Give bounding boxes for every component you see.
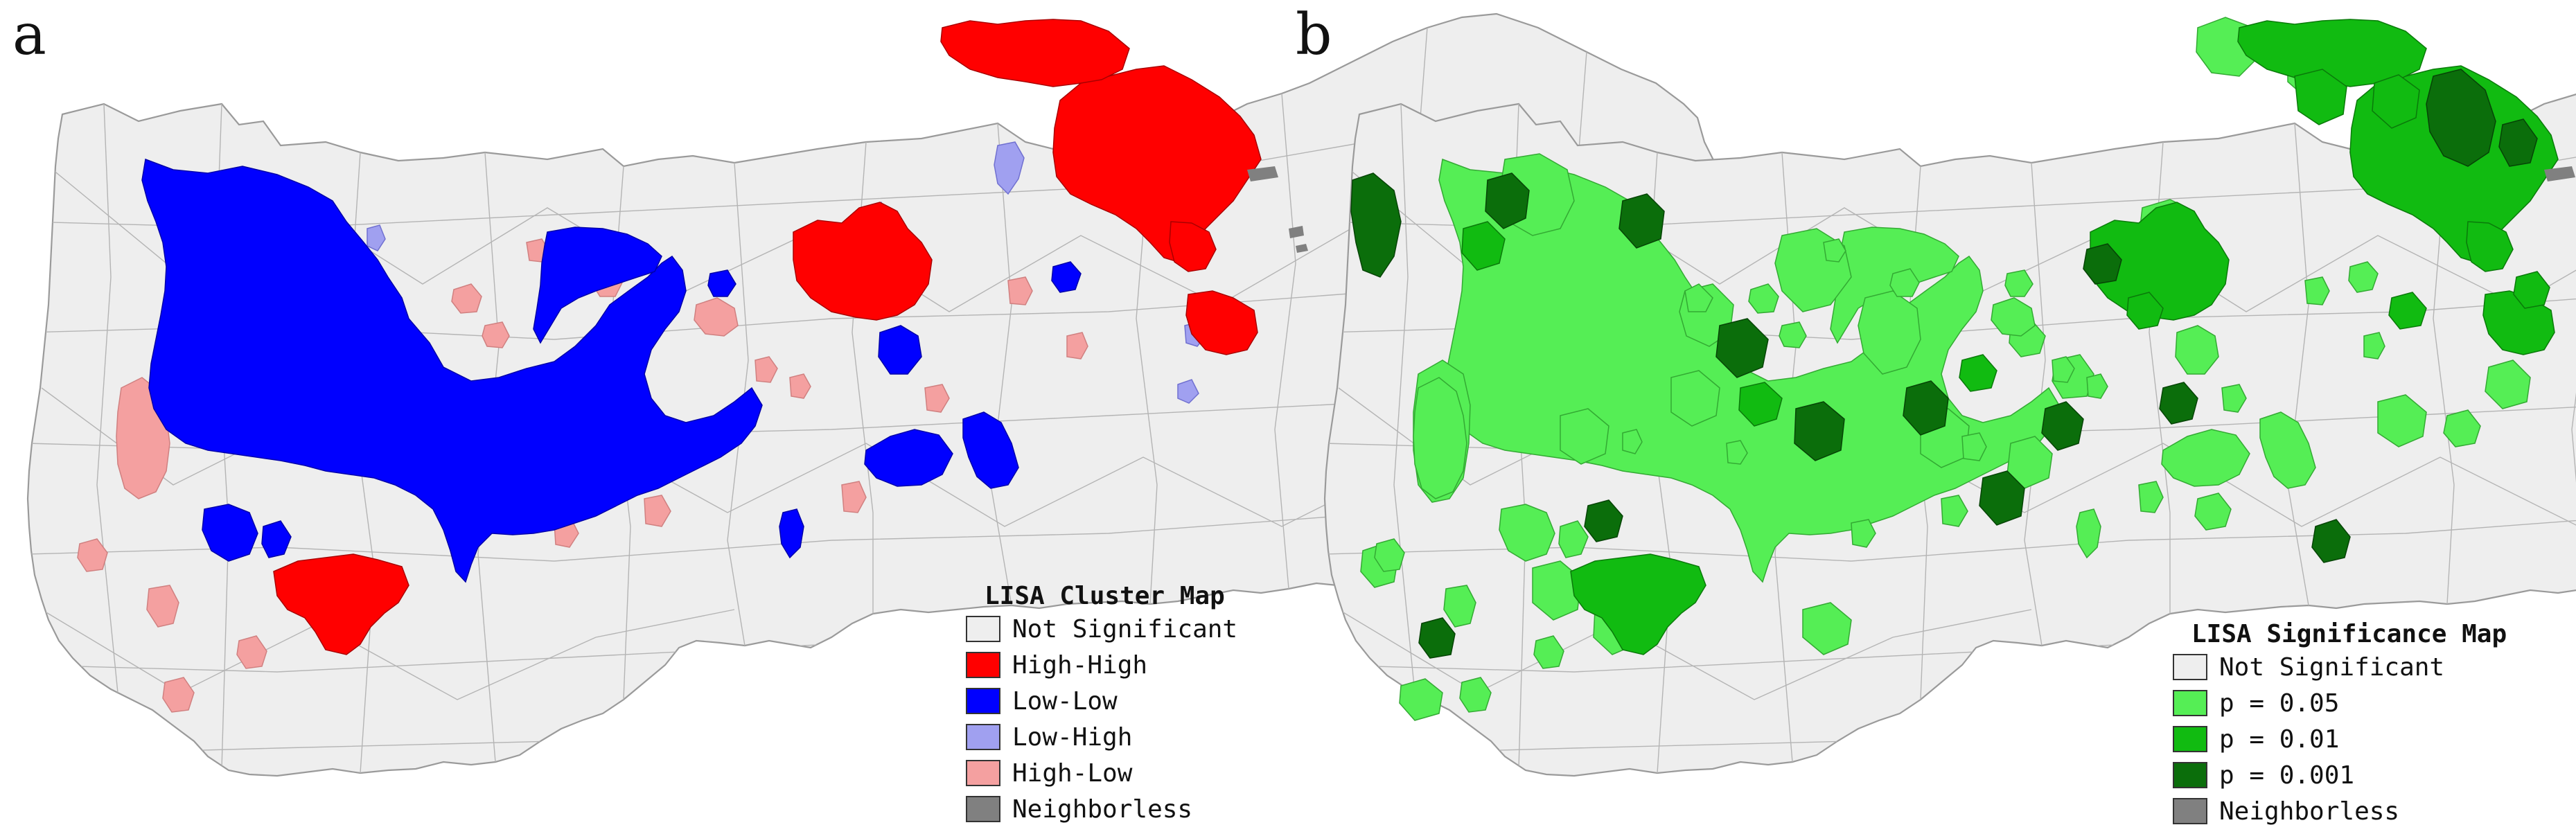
legend-title: LISA Significance Map	[2191, 620, 2507, 648]
legend-label: Low-Low	[1012, 687, 1118, 716]
legend-swatch	[966, 724, 1000, 750]
legend-label: p = 0.01	[2219, 725, 2339, 754]
legend-label: High-High	[1012, 651, 1147, 680]
legend-swatch	[2173, 762, 2207, 788]
panel-a-cluster-map: a LISA Cluster Map Not Significant High-H…	[12, 2, 1789, 824]
legend-item: Low-Low	[966, 687, 1118, 716]
legend-item: Low-High	[966, 723, 1132, 752]
neighborless-islands-b	[2544, 166, 2575, 181]
legend-swatch	[2173, 654, 2207, 680]
legend-swatch	[966, 688, 1000, 714]
legend-swatch	[966, 760, 1000, 786]
legend-item: Neighborless	[2173, 797, 2399, 826]
legend-item: p = 0.01	[2173, 725, 2339, 754]
legend-item: p = 0.05	[2173, 689, 2339, 718]
legend-item: Neighborless	[966, 795, 1192, 824]
legend-items: Not Significant p = 0.05 p = 0.01 p = 0.001…	[2173, 653, 2444, 826]
panel-letter-a: a	[12, 2, 46, 68]
legend-swatch	[2173, 690, 2207, 716]
legend-item: Not Significant	[2173, 653, 2444, 682]
legend-title: LISA Cluster Map	[985, 582, 1225, 610]
legend-label: p = 0.05	[2219, 689, 2339, 718]
legend-swatch	[2173, 726, 2207, 752]
legend-item: High-Low	[966, 759, 1133, 788]
legend-label: Low-High	[1012, 723, 1132, 752]
map-b	[1323, 12, 2576, 777]
legend-item: Not Significant	[966, 615, 1237, 644]
legend-items: Not Significant High-High Low-Low Low-High H…	[966, 615, 1237, 824]
panel-b-significance-map: b	[1296, 2, 2576, 826]
legend-label: Neighborless	[2219, 797, 2399, 826]
legend-label: Not Significant	[2219, 653, 2444, 682]
legend-item: High-High	[966, 651, 1147, 680]
legend-label: High-Low	[1012, 759, 1133, 788]
neighborless-islands-a	[1247, 166, 1308, 253]
legend-label: p = 0.001	[2219, 761, 2354, 790]
legend-label: Not Significant	[1012, 615, 1237, 644]
legend-cluster-map: LISA Cluster Map Not Significant High-Hig…	[966, 582, 1237, 824]
map-a	[26, 12, 1789, 777]
legend-label: Neighborless	[1012, 795, 1192, 824]
panel-letter-b: b	[1296, 2, 1332, 68]
legend-swatch	[966, 796, 1000, 822]
legend-swatch	[966, 616, 1000, 642]
legend-swatch	[966, 652, 1000, 678]
legend-significance-map: LISA Significance Map Not Significant p =…	[2173, 620, 2507, 826]
legend-item: p = 0.001	[2173, 761, 2354, 790]
legend-swatch	[2173, 798, 2207, 824]
